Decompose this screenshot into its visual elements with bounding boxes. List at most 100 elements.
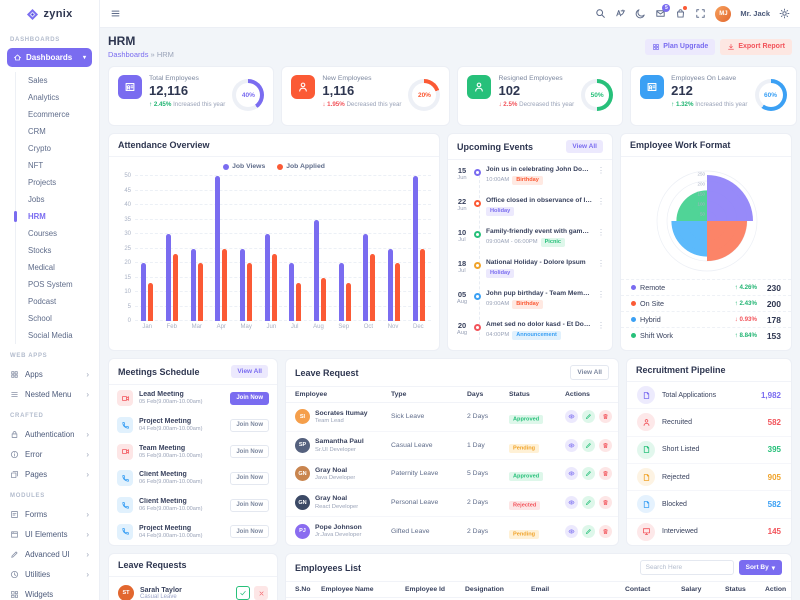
- del-button[interactable]: [599, 410, 612, 424]
- sidebar-section-modules: MODULES: [10, 493, 45, 499]
- sidebar-item-widgets[interactable]: Widgets: [0, 584, 99, 600]
- leave-request-view-all-button[interactable]: View All: [570, 365, 609, 380]
- sidebar-item-projects[interactable]: Projects: [28, 178, 57, 187]
- search-input[interactable]: [639, 560, 734, 575]
- view-button[interactable]: [565, 496, 578, 510]
- more-options-icon[interactable]: [597, 290, 605, 299]
- stats-row: Total Employees 12,116 ↑ 2.45% Increased t…: [108, 66, 797, 126]
- join-now-button[interactable]: Join Now: [230, 391, 269, 405]
- sidebar-item-stocks[interactable]: Stocks: [28, 246, 52, 255]
- approve-button[interactable]: [236, 586, 250, 600]
- more-options-icon[interactable]: [597, 228, 605, 237]
- stat-card-resigned-employees: Resigned Employees 102 ↓ 2.5% Decreased th…: [457, 66, 624, 126]
- del-button[interactable]: [599, 524, 612, 538]
- sidebar-item-nft[interactable]: NFT: [28, 161, 44, 170]
- meeting-title: Team Meeting: [139, 444, 186, 452]
- meetings-title: Meetings Schedule: [118, 366, 200, 377]
- more-options-icon[interactable]: [597, 197, 605, 206]
- topbar-settings-button[interactable]: [779, 8, 790, 19]
- edit-button[interactable]: [582, 410, 595, 424]
- bar-job-applied: [394, 263, 400, 321]
- leave-type: Casual Leave: [391, 441, 433, 449]
- leave-request-row: SP Samantha Paul Sr.UI Developer Casual Lea…: [286, 432, 618, 461]
- grid-icon: [11, 370, 18, 378]
- edit-button[interactable]: [582, 438, 595, 452]
- sidebar-nav: DASHBOARDS Dashboards Sales Analytics Ecom…: [0, 37, 99, 600]
- sidebar-item-social-media[interactable]: Social Media: [28, 331, 73, 340]
- sidebar-item-sales[interactable]: Sales: [28, 76, 48, 85]
- sidebar-item-school[interactable]: School: [28, 314, 52, 323]
- sidebar-item-apps[interactable]: Apps: [0, 364, 99, 384]
- sidebar-item-ecommerce[interactable]: Ecommerce: [28, 110, 70, 119]
- topbar-mail-button[interactable]: 5: [655, 4, 671, 19]
- sidebar-item-courses[interactable]: Courses: [28, 229, 58, 238]
- sidebar-item-advanced-ui[interactable]: Advanced UI: [0, 544, 99, 564]
- column-header: Status: [725, 586, 746, 593]
- trash-icon: [603, 414, 608, 420]
- sidebar-item-forms[interactable]: Forms: [0, 504, 99, 524]
- view-button[interactable]: [565, 410, 578, 424]
- view-button[interactable]: [565, 524, 578, 538]
- del-button[interactable]: [599, 467, 612, 481]
- topbar-moon-button[interactable]: [635, 8, 646, 19]
- sidebar-item-jobs[interactable]: Jobs: [28, 195, 45, 204]
- view-button[interactable]: [565, 467, 578, 481]
- plan-upgrade-button[interactable]: Plan Upgrade: [645, 38, 716, 55]
- export-report-button[interactable]: Export Report: [720, 38, 792, 55]
- avatar: SP: [295, 437, 310, 453]
- sidebar-item-authentication[interactable]: Authentication: [0, 424, 99, 444]
- events-view-all-button[interactable]: View All: [566, 140, 603, 153]
- sidebar-item-medical[interactable]: Medical: [28, 263, 55, 272]
- leave-request-columns: Employee Type Days Status Actions: [286, 387, 618, 403]
- join-now-button[interactable]: Join Now: [230, 418, 269, 432]
- sidebar-item-ui-elements[interactable]: UI Elements: [0, 524, 99, 544]
- menu-toggle-icon[interactable]: [110, 8, 121, 19]
- brand-logo[interactable]: zynix: [0, 0, 99, 28]
- event-badge: Birthday: [512, 299, 543, 309]
- sidebar-item-dashboards[interactable]: Dashboards: [7, 48, 92, 67]
- edit-button[interactable]: [582, 524, 595, 538]
- sidebar-item-crm[interactable]: CRM: [28, 127, 46, 136]
- del-button[interactable]: [599, 496, 612, 510]
- meeting-body: Project Meeting 04 Feb(9.00am-10.00am): [139, 418, 224, 432]
- reject-button[interactable]: [254, 586, 268, 600]
- sidebar-item-podcast[interactable]: Podcast: [28, 297, 57, 306]
- sidebar-item-pos-system[interactable]: POS System: [28, 280, 73, 289]
- sidebar-item-nested-menu[interactable]: Nested Menu: [0, 384, 99, 404]
- topbar-expand-button[interactable]: [695, 8, 706, 19]
- stat-progress-label: 40%: [241, 91, 255, 99]
- join-now-button[interactable]: Join Now: [230, 525, 269, 539]
- view-button[interactable]: [565, 438, 578, 452]
- sidebar-item-error[interactable]: Error: [0, 444, 99, 464]
- edit-button[interactable]: [582, 496, 595, 510]
- event-title: Join us in celebrating John Doe's ...: [486, 166, 592, 173]
- avatar[interactable]: MJ: [715, 5, 732, 22]
- breadcrumb-root[interactable]: Dashboards: [108, 50, 149, 59]
- bar-group: [289, 263, 302, 321]
- more-options-icon[interactable]: [597, 166, 605, 175]
- event-badge: Picnic: [540, 237, 566, 247]
- sidebar-item-utilities[interactable]: Utilities: [0, 564, 99, 584]
- topbar-search-button[interactable]: [595, 8, 606, 19]
- event-day: 18: [457, 259, 467, 268]
- topbar-bag-button[interactable]: [675, 6, 688, 19]
- meetings-view-all-button[interactable]: View All: [231, 365, 268, 378]
- edit-button[interactable]: [582, 467, 595, 481]
- more-options-icon[interactable]: [597, 321, 605, 330]
- column-header: Designation: [465, 586, 504, 593]
- topbar-translate-button[interactable]: [615, 8, 626, 19]
- event-row: 20 Aug Amet sed no dolor kasd - Et Dolor..…: [448, 317, 612, 348]
- more-options-icon[interactable]: [597, 259, 605, 268]
- sidebar-item-analytics[interactable]: Analytics: [28, 93, 60, 102]
- join-now-button[interactable]: Join Now: [230, 445, 269, 459]
- sidebar-item-hrm[interactable]: HRM: [14, 208, 99, 225]
- sidebar-item-pages[interactable]: Pages: [0, 464, 99, 484]
- join-now-button[interactable]: Join Now: [230, 498, 269, 512]
- join-now-button[interactable]: Join Now: [230, 471, 269, 485]
- event-day: 05: [457, 290, 467, 299]
- event-body: Office closed in observance of In... Holi…: [486, 197, 592, 216]
- del-button[interactable]: [599, 438, 612, 452]
- sort-by-button[interactable]: Sort By: [738, 560, 782, 575]
- sidebar-item-crypto[interactable]: Crypto: [28, 144, 51, 153]
- pipeline-value: 145: [767, 527, 781, 537]
